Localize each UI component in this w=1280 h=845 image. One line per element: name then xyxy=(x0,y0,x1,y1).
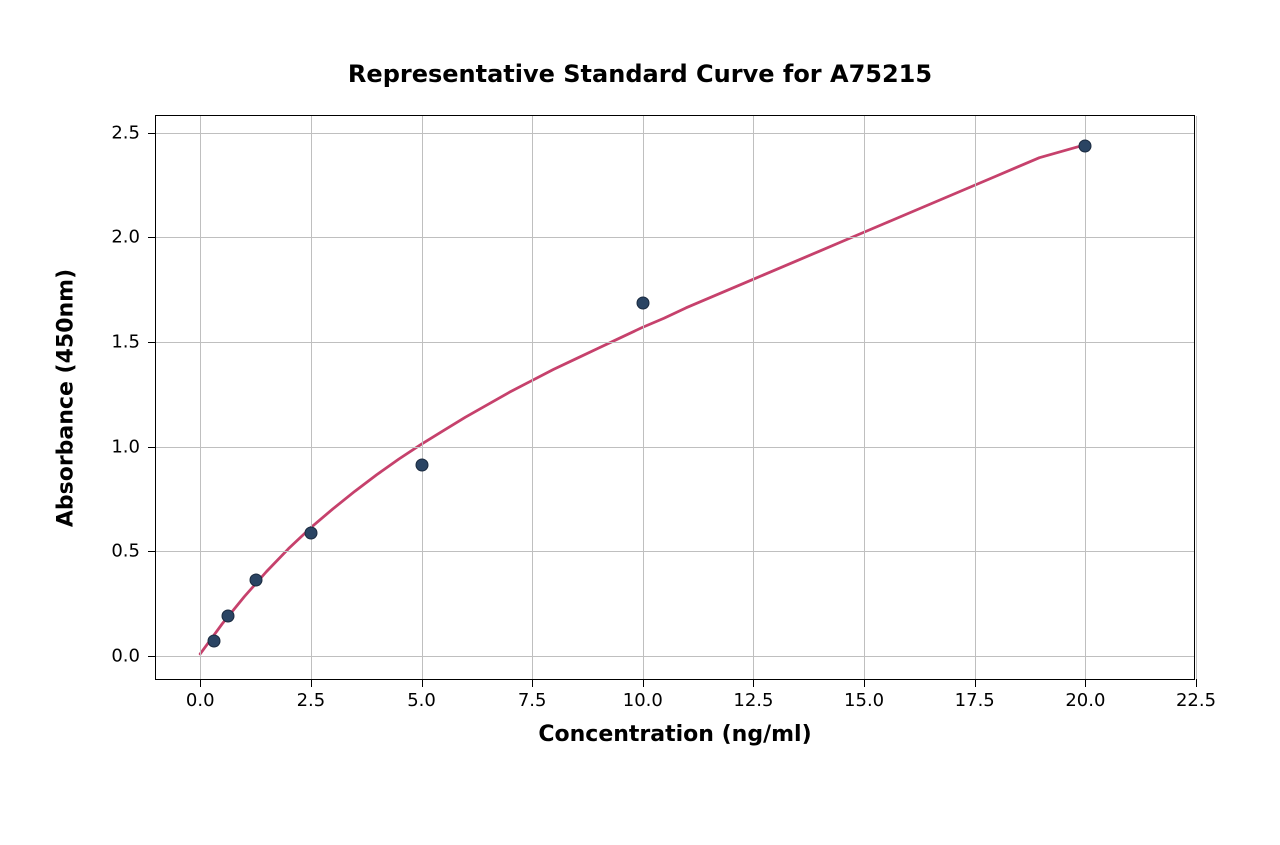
grid-line-vertical xyxy=(1085,116,1086,679)
tick-label-x: 17.5 xyxy=(955,690,995,711)
tick-x xyxy=(422,679,423,687)
tick-label-x: 7.5 xyxy=(518,690,547,711)
grid-line-horizontal xyxy=(156,656,1194,657)
data-point xyxy=(221,610,234,623)
grid-line-vertical xyxy=(311,116,312,679)
tick-label-x: 20.0 xyxy=(1065,690,1105,711)
grid-line-horizontal xyxy=(156,551,1194,552)
tick-x xyxy=(975,679,976,687)
grid-line-horizontal xyxy=(156,342,1194,343)
data-point xyxy=(249,573,262,586)
chart-title: Representative Standard Curve for A75215 xyxy=(348,60,932,88)
data-point xyxy=(208,635,221,648)
tick-label-x: 15.0 xyxy=(844,690,884,711)
tick-y xyxy=(148,133,156,134)
tick-label-y: 1.5 xyxy=(111,332,140,353)
tick-y xyxy=(148,342,156,343)
grid-line-horizontal xyxy=(156,447,1194,448)
tick-y xyxy=(148,551,156,552)
tick-label-y: 2.0 xyxy=(111,227,140,248)
tick-y xyxy=(148,237,156,238)
tick-label-y: 2.5 xyxy=(111,122,140,143)
grid-line-horizontal xyxy=(156,133,1194,134)
grid-line-horizontal xyxy=(156,237,1194,238)
tick-x xyxy=(1196,679,1197,687)
grid-line-vertical xyxy=(864,116,865,679)
grid-line-vertical xyxy=(422,116,423,679)
tick-label-x: 0.0 xyxy=(186,690,215,711)
tick-label-x: 22.5 xyxy=(1176,690,1216,711)
tick-label-x: 10.0 xyxy=(623,690,663,711)
tick-label-x: 5.0 xyxy=(407,690,436,711)
x-axis-label: Concentration (ng/ml) xyxy=(538,722,811,747)
tick-x xyxy=(643,679,644,687)
tick-y xyxy=(148,656,156,657)
tick-x xyxy=(864,679,865,687)
y-axis-label: Absorbance (450nm) xyxy=(54,268,79,526)
grid-line-vertical xyxy=(200,116,201,679)
data-point xyxy=(1079,140,1092,153)
data-point xyxy=(636,297,649,310)
grid-line-vertical xyxy=(753,116,754,679)
tick-x xyxy=(532,679,533,687)
tick-x xyxy=(311,679,312,687)
grid-line-vertical xyxy=(643,116,644,679)
tick-label-x: 12.5 xyxy=(733,690,773,711)
data-point xyxy=(304,527,317,540)
tick-y xyxy=(148,447,156,448)
tick-label-y: 0.5 xyxy=(111,541,140,562)
grid-line-vertical xyxy=(532,116,533,679)
plot-area: Concentration (ng/ml) Absorbance (450nm)… xyxy=(155,115,1195,680)
chart-container: Representative Standard Curve for A75215… xyxy=(0,0,1280,845)
tick-x xyxy=(200,679,201,687)
grid-line-vertical xyxy=(975,116,976,679)
tick-x xyxy=(753,679,754,687)
grid-line-vertical xyxy=(1196,116,1197,679)
tick-label-y: 1.0 xyxy=(111,436,140,457)
tick-x xyxy=(1085,679,1086,687)
tick-label-x: 2.5 xyxy=(297,690,326,711)
tick-label-y: 0.0 xyxy=(111,645,140,666)
data-point xyxy=(415,459,428,472)
